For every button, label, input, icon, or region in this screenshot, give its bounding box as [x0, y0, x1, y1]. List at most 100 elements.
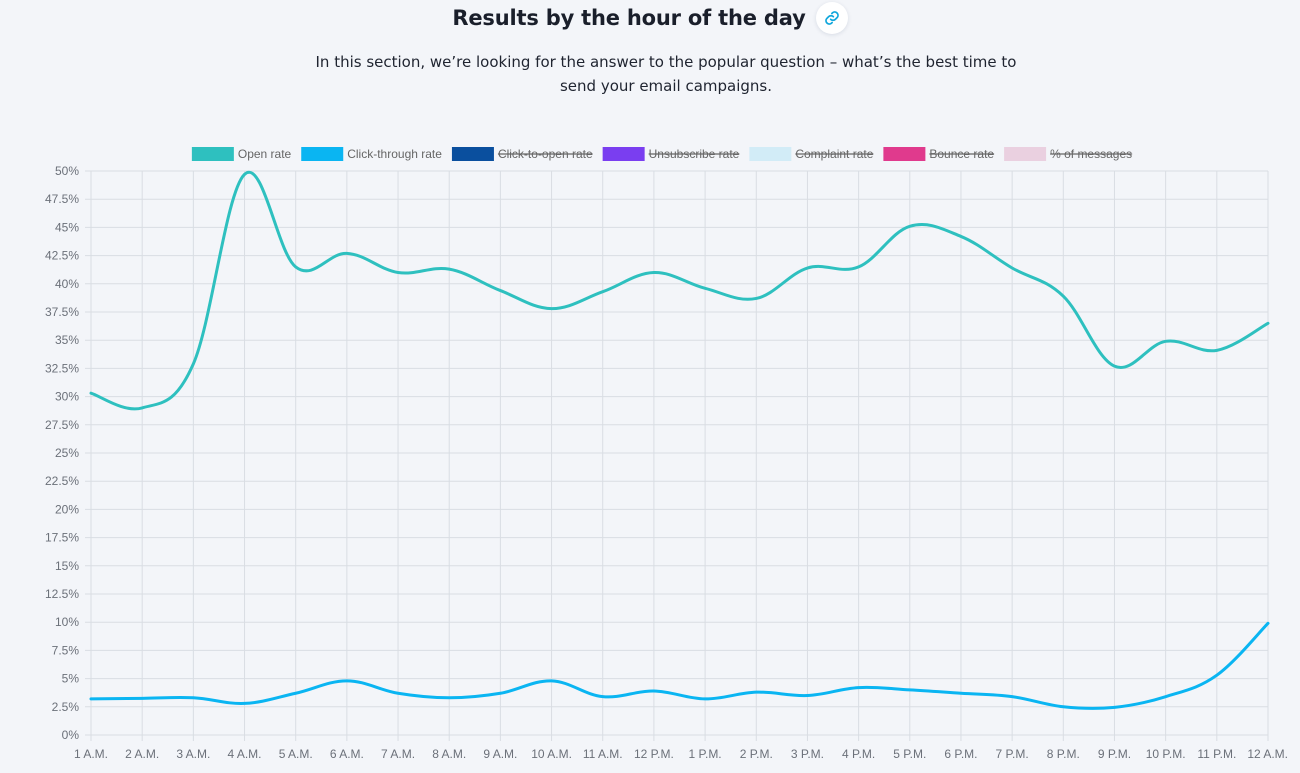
x-tick-label: 2 P.M. [740, 747, 773, 761]
data-point [652, 689, 656, 693]
data-point [755, 297, 758, 300]
data-point [806, 694, 809, 697]
y-tick-label: 45% [55, 220, 79, 234]
y-tick-label: 32.5% [45, 361, 79, 375]
y-tick-label: 50% [55, 164, 79, 178]
y-tick-label: 40% [55, 277, 79, 291]
data-point [1266, 322, 1270, 325]
data-point [755, 690, 758, 694]
y-tick-label: 30% [55, 390, 79, 404]
section-description: In this section, we’re looking for the a… [315, 53, 1017, 95]
y-tick-label: 42.5% [45, 249, 79, 263]
data-point [703, 697, 707, 701]
y-tick-label: 35% [55, 333, 79, 347]
x-tick-label: 4 P.M. [842, 747, 875, 761]
data-point [1164, 695, 1167, 698]
y-tick-label: 27.5% [45, 418, 79, 432]
series-open-rate [89, 170, 1270, 411]
data-point [1215, 349, 1219, 352]
x-tick-label: 11 P.M. [1197, 747, 1236, 761]
y-tick-label: 0% [62, 728, 80, 742]
data-point [1010, 695, 1014, 698]
legend-item-click-through-rate[interactable]: Click-through rate [301, 147, 442, 161]
legend-item-open-rate[interactable]: Open rate [191, 147, 292, 161]
data-point [550, 679, 553, 683]
data-point [89, 697, 93, 701]
data-point [1266, 622, 1270, 625]
y-tick-label: 10% [55, 615, 79, 629]
data-point [1215, 674, 1219, 677]
data-point [1062, 705, 1065, 708]
legend-label: Open rate [238, 147, 292, 161]
data-point [294, 692, 297, 695]
y-tick-label: 37.5% [45, 305, 79, 319]
data-point [294, 265, 297, 269]
series-line-open-rate [89, 170, 1270, 411]
data-point [345, 252, 349, 255]
x-tick-label: 6 A.M. [330, 747, 364, 761]
x-tick-label: 12 A.M. [1247, 747, 1288, 761]
x-tick-label: 1 A.M. [74, 747, 108, 761]
data-point [806, 266, 809, 270]
y-tick-label: 20% [55, 502, 79, 516]
chart-legend: Open rate Click-through rate Click-to-open… [191, 147, 1132, 161]
copy-link-button[interactable] [815, 2, 848, 34]
hourly-results-chart: Open rate Click-through rate Click-to-open… [0, 140, 1300, 773]
data-point [499, 692, 502, 695]
x-tick-label: 3 P.M. [791, 747, 824, 761]
chart-grid [85, 170, 1269, 741]
data-point [243, 702, 246, 705]
x-tick-label: 4 A.M. [228, 747, 262, 761]
y-tick-label: 5% [62, 672, 80, 686]
data-point [908, 688, 911, 692]
data-point [908, 225, 911, 228]
x-tick-label: 2 A.M. [125, 747, 159, 761]
data-point [601, 695, 604, 698]
legend-item-click-to-open-rate[interactable]: Click-to-open rate [451, 147, 593, 161]
legend-item-bounce-rate[interactable]: Bounce rate [883, 147, 994, 161]
legend-item-unsubscribe-rate[interactable]: Unsubscribe rate [602, 147, 740, 161]
x-tick-label: 8 P.M. [1047, 747, 1080, 761]
data-point [499, 289, 502, 292]
series-line-click-through-rate [89, 621, 1270, 710]
legend-swatch [749, 147, 792, 161]
data-point [652, 271, 656, 274]
data-point [703, 287, 707, 290]
data-point [959, 235, 963, 238]
x-tick-label: 5 A.M. [279, 747, 313, 761]
x-tick-label: 10 A.M. [531, 747, 572, 761]
y-tick-label: 2.5% [52, 700, 80, 714]
x-tick-label: 12 P.M. [634, 747, 674, 761]
data-point [448, 267, 451, 271]
chart-series [89, 170, 1270, 710]
line-chart-svg: Open rate Click-through rate Click-to-open… [45, 147, 1288, 761]
data-point [89, 392, 93, 395]
legend-item-pct-of-messages[interactable]: % of messages [1004, 147, 1132, 161]
x-tick-label: 11 A.M. [583, 747, 623, 761]
legend-swatch [451, 147, 494, 161]
data-point [192, 362, 195, 366]
link-icon [824, 11, 839, 25]
legend-item-complaint-rate[interactable]: Complaint rate [749, 147, 874, 161]
data-point [140, 406, 144, 410]
data-point [396, 271, 400, 274]
x-tick-label: 7 P.M. [996, 747, 1029, 761]
data-point [192, 696, 195, 699]
x-tick-label: 1 P.M. [689, 747, 722, 761]
data-point [1010, 266, 1014, 270]
data-point [1062, 295, 1065, 298]
y-axis-ticks: 0% 2.5% 5% 7.5% 10% 12.5% 15% 17.5% 20% 22.5% 25% 2… [45, 164, 79, 742]
x-tick-label: 9 P.M. [1098, 747, 1131, 761]
x-tick-label: 7 A.M. [381, 747, 415, 761]
legend-swatch [301, 147, 344, 161]
data-point [396, 692, 400, 695]
data-point [1113, 706, 1116, 709]
data-point [243, 173, 246, 176]
data-point [448, 696, 451, 699]
data-point [857, 686, 860, 689]
section-header: Results by the hour of the day [0, 2, 1300, 34]
y-tick-label: 47.5% [45, 192, 79, 206]
y-tick-label: 7.5% [52, 643, 80, 657]
series-click-through-rate [89, 621, 1270, 710]
